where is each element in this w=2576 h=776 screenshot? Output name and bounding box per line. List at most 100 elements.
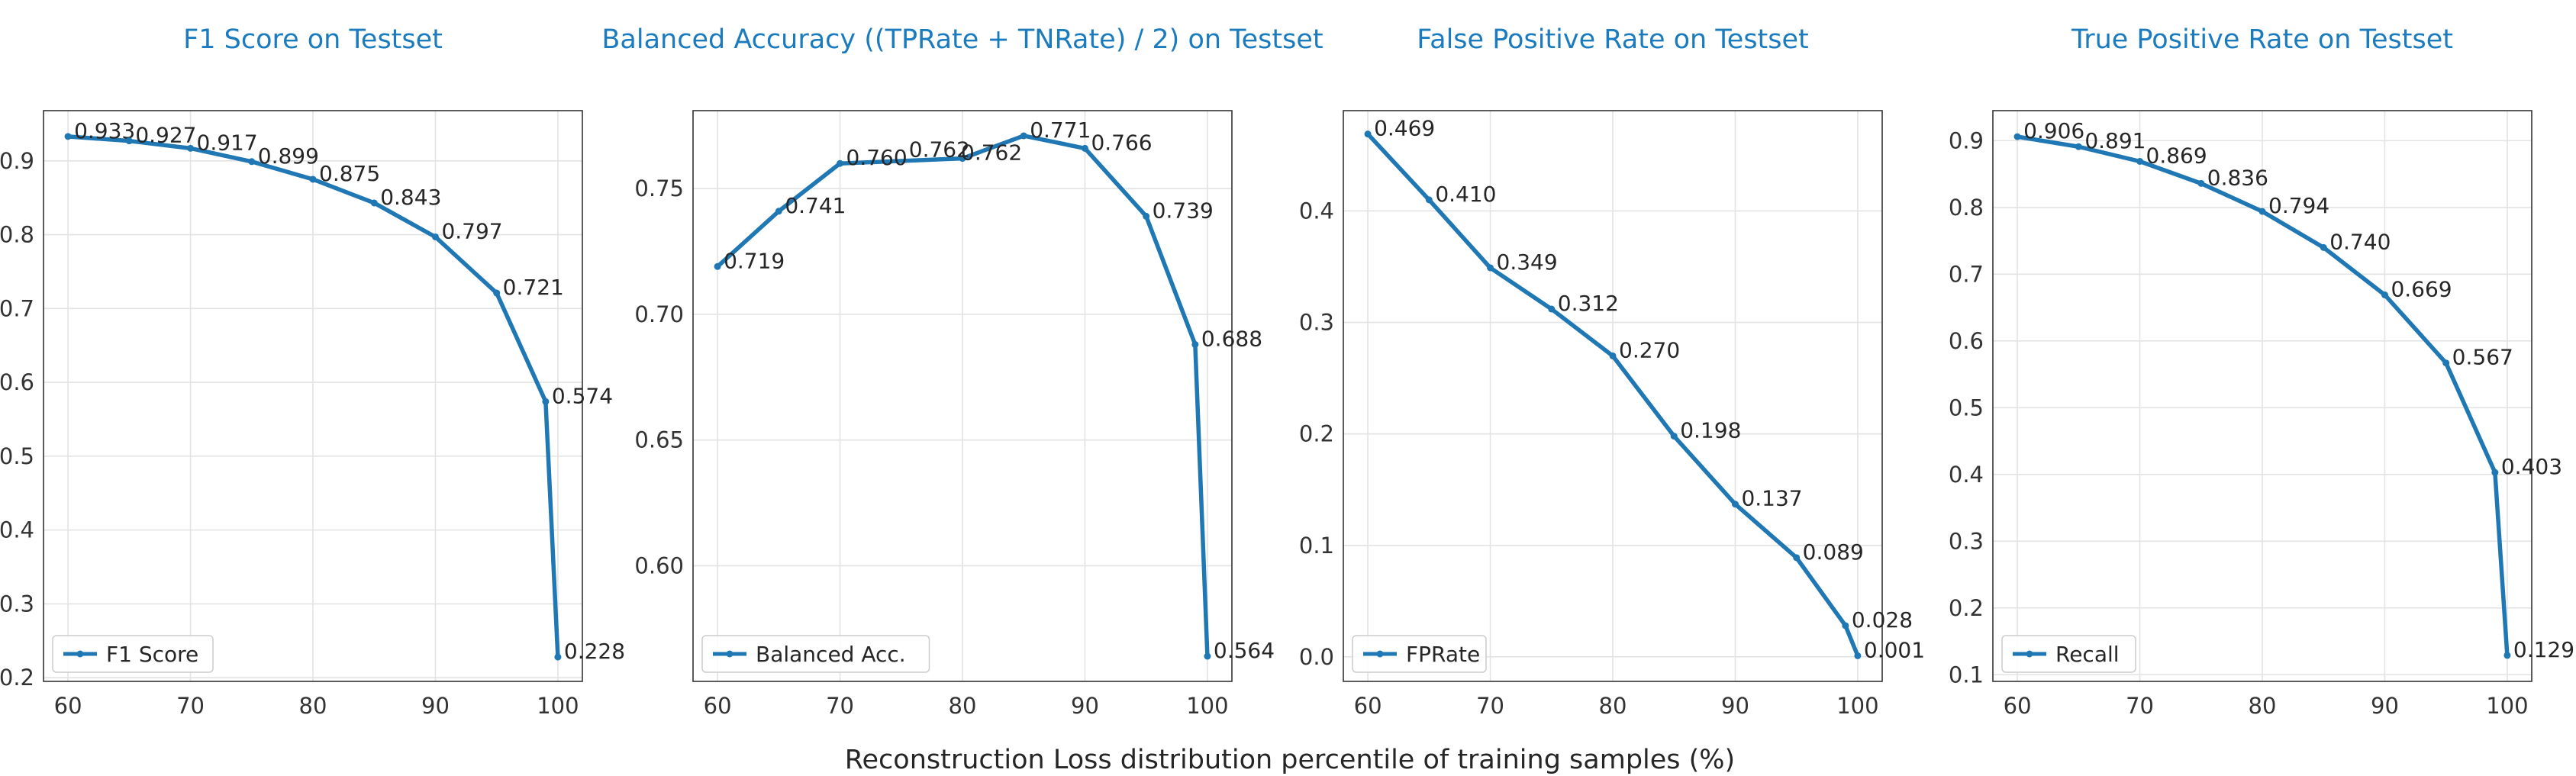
data-label: 0.739 (1153, 198, 1214, 223)
data-point (1609, 352, 1617, 359)
data-label: 0.836 (2207, 165, 2268, 190)
chart-title: Balanced Accuracy ((TPRate + TNRate) / 2… (601, 24, 1323, 55)
plot-frame (1343, 110, 1883, 682)
data-label: 0.762 (961, 140, 1022, 166)
data-point (554, 653, 562, 661)
data-point (1204, 652, 1211, 660)
y-tick-label: 0.7 (1949, 261, 1984, 287)
data-point (2503, 652, 2511, 659)
data-label: 0.899 (258, 143, 319, 169)
y-tick-label: 0.2 (1949, 595, 1984, 621)
data-label: 0.741 (785, 193, 846, 218)
chart-panel-2: Balanced Accuracy ((TPRate + TNRate) / 2… (601, 24, 1323, 719)
x-tick-label: 80 (299, 693, 327, 719)
data-label: 0.740 (2329, 229, 2391, 254)
data-label: 0.927 (135, 123, 196, 148)
data-point (1842, 622, 1849, 629)
data-point (1143, 212, 1150, 220)
legend-entry: Balanced Acc. (756, 642, 906, 667)
y-tick-label: 0.2 (1299, 421, 1334, 447)
x-tick-label: 70 (826, 693, 854, 719)
chart-title: False Positive Rate on Testset (1417, 24, 1809, 55)
y-tick-label: 0.5 (0, 443, 34, 469)
x-tick-label: 60 (2004, 693, 2032, 719)
data-label: 0.564 (1214, 638, 1275, 663)
y-tick-label: 0.4 (1949, 462, 1984, 488)
data-point (2075, 143, 2082, 150)
data-label: 0.270 (1619, 337, 1680, 362)
legend-box (1352, 635, 1487, 673)
x-tick-label: 60 (704, 693, 732, 719)
y-tick-label: 0.6 (0, 369, 34, 395)
data-label: 0.843 (380, 185, 441, 210)
legend-marker-swatch (726, 650, 733, 658)
y-tick-label: 0.65 (634, 427, 684, 453)
x-tick-label: 100 (1186, 693, 1228, 719)
data-point (959, 155, 966, 163)
x-tick-label: 80 (949, 693, 977, 719)
data-point (1364, 130, 1372, 138)
data-point (64, 133, 72, 140)
legend-entry: Recall (2055, 642, 2120, 667)
x-tick-label: 80 (1599, 693, 1627, 719)
data-point (1854, 652, 1862, 659)
y-tick-label: 0.3 (0, 591, 34, 617)
data-label: 0.312 (1558, 291, 1619, 316)
data-point (2491, 468, 2499, 476)
x-tick-label: 60 (1354, 693, 1382, 719)
x-tick-label: 80 (2249, 693, 2277, 719)
plot-frame (1992, 110, 2532, 682)
y-tick-label: 0.60 (634, 552, 684, 578)
data-label: 0.089 (1803, 539, 1864, 565)
y-tick-label: 0.5 (1949, 394, 1984, 420)
data-point (1548, 305, 1556, 313)
data-label: 0.669 (2391, 276, 2452, 301)
data-label: 0.567 (2452, 345, 2513, 370)
legend-box (52, 635, 214, 673)
data-point (1731, 501, 1739, 508)
data-point (125, 137, 133, 145)
legend-marker-swatch (1376, 650, 1384, 658)
data-label: 0.933 (74, 118, 135, 143)
data-point (309, 175, 317, 183)
data-point (2258, 208, 2266, 215)
data-label: 0.137 (1741, 486, 1802, 511)
data-label: 0.721 (503, 275, 564, 300)
y-tick-label: 0.8 (0, 222, 34, 248)
data-point (2320, 243, 2327, 251)
x-tick-label: 100 (2486, 693, 2528, 719)
data-point (493, 289, 501, 297)
data-point (2197, 179, 2205, 187)
grid (1993, 111, 2532, 681)
y-tick-label: 0.3 (1299, 310, 1334, 336)
legend-entry: FPRate (1406, 642, 1480, 667)
y-tick-label: 0.6 (1949, 328, 1984, 354)
data-label: 0.028 (1852, 607, 1913, 633)
x-tick-label: 90 (421, 693, 450, 719)
data-label: 0.403 (2501, 454, 2562, 479)
x-tick-label: 100 (537, 693, 579, 719)
y-tick-label: 0.4 (1299, 198, 1334, 224)
data-label: 0.771 (1030, 118, 1091, 143)
y-tick-label: 0.2 (0, 665, 34, 691)
x-tick-label: 90 (2371, 693, 2399, 719)
legend: FPRate (1352, 635, 1487, 673)
x-tick-label: 70 (176, 693, 205, 719)
x-tick-label: 100 (1836, 693, 1878, 719)
data-point (2013, 133, 2021, 140)
series-line (2017, 134, 2510, 656)
x-tick-label: 90 (1721, 693, 1749, 719)
series-line (1366, 132, 1860, 657)
legend: Balanced Acc. (701, 635, 930, 673)
data-label: 0.794 (2268, 193, 2329, 218)
data-label: 0.762 (909, 137, 970, 163)
data-point (1081, 144, 1088, 152)
data-point (248, 158, 256, 166)
data-point (837, 159, 844, 167)
data-label: 0.875 (319, 161, 380, 186)
data-point (187, 144, 195, 152)
data-label: 0.869 (2146, 143, 2207, 168)
data-point (370, 199, 378, 207)
chart-title: True Positive Rate on Testset (2071, 24, 2453, 55)
